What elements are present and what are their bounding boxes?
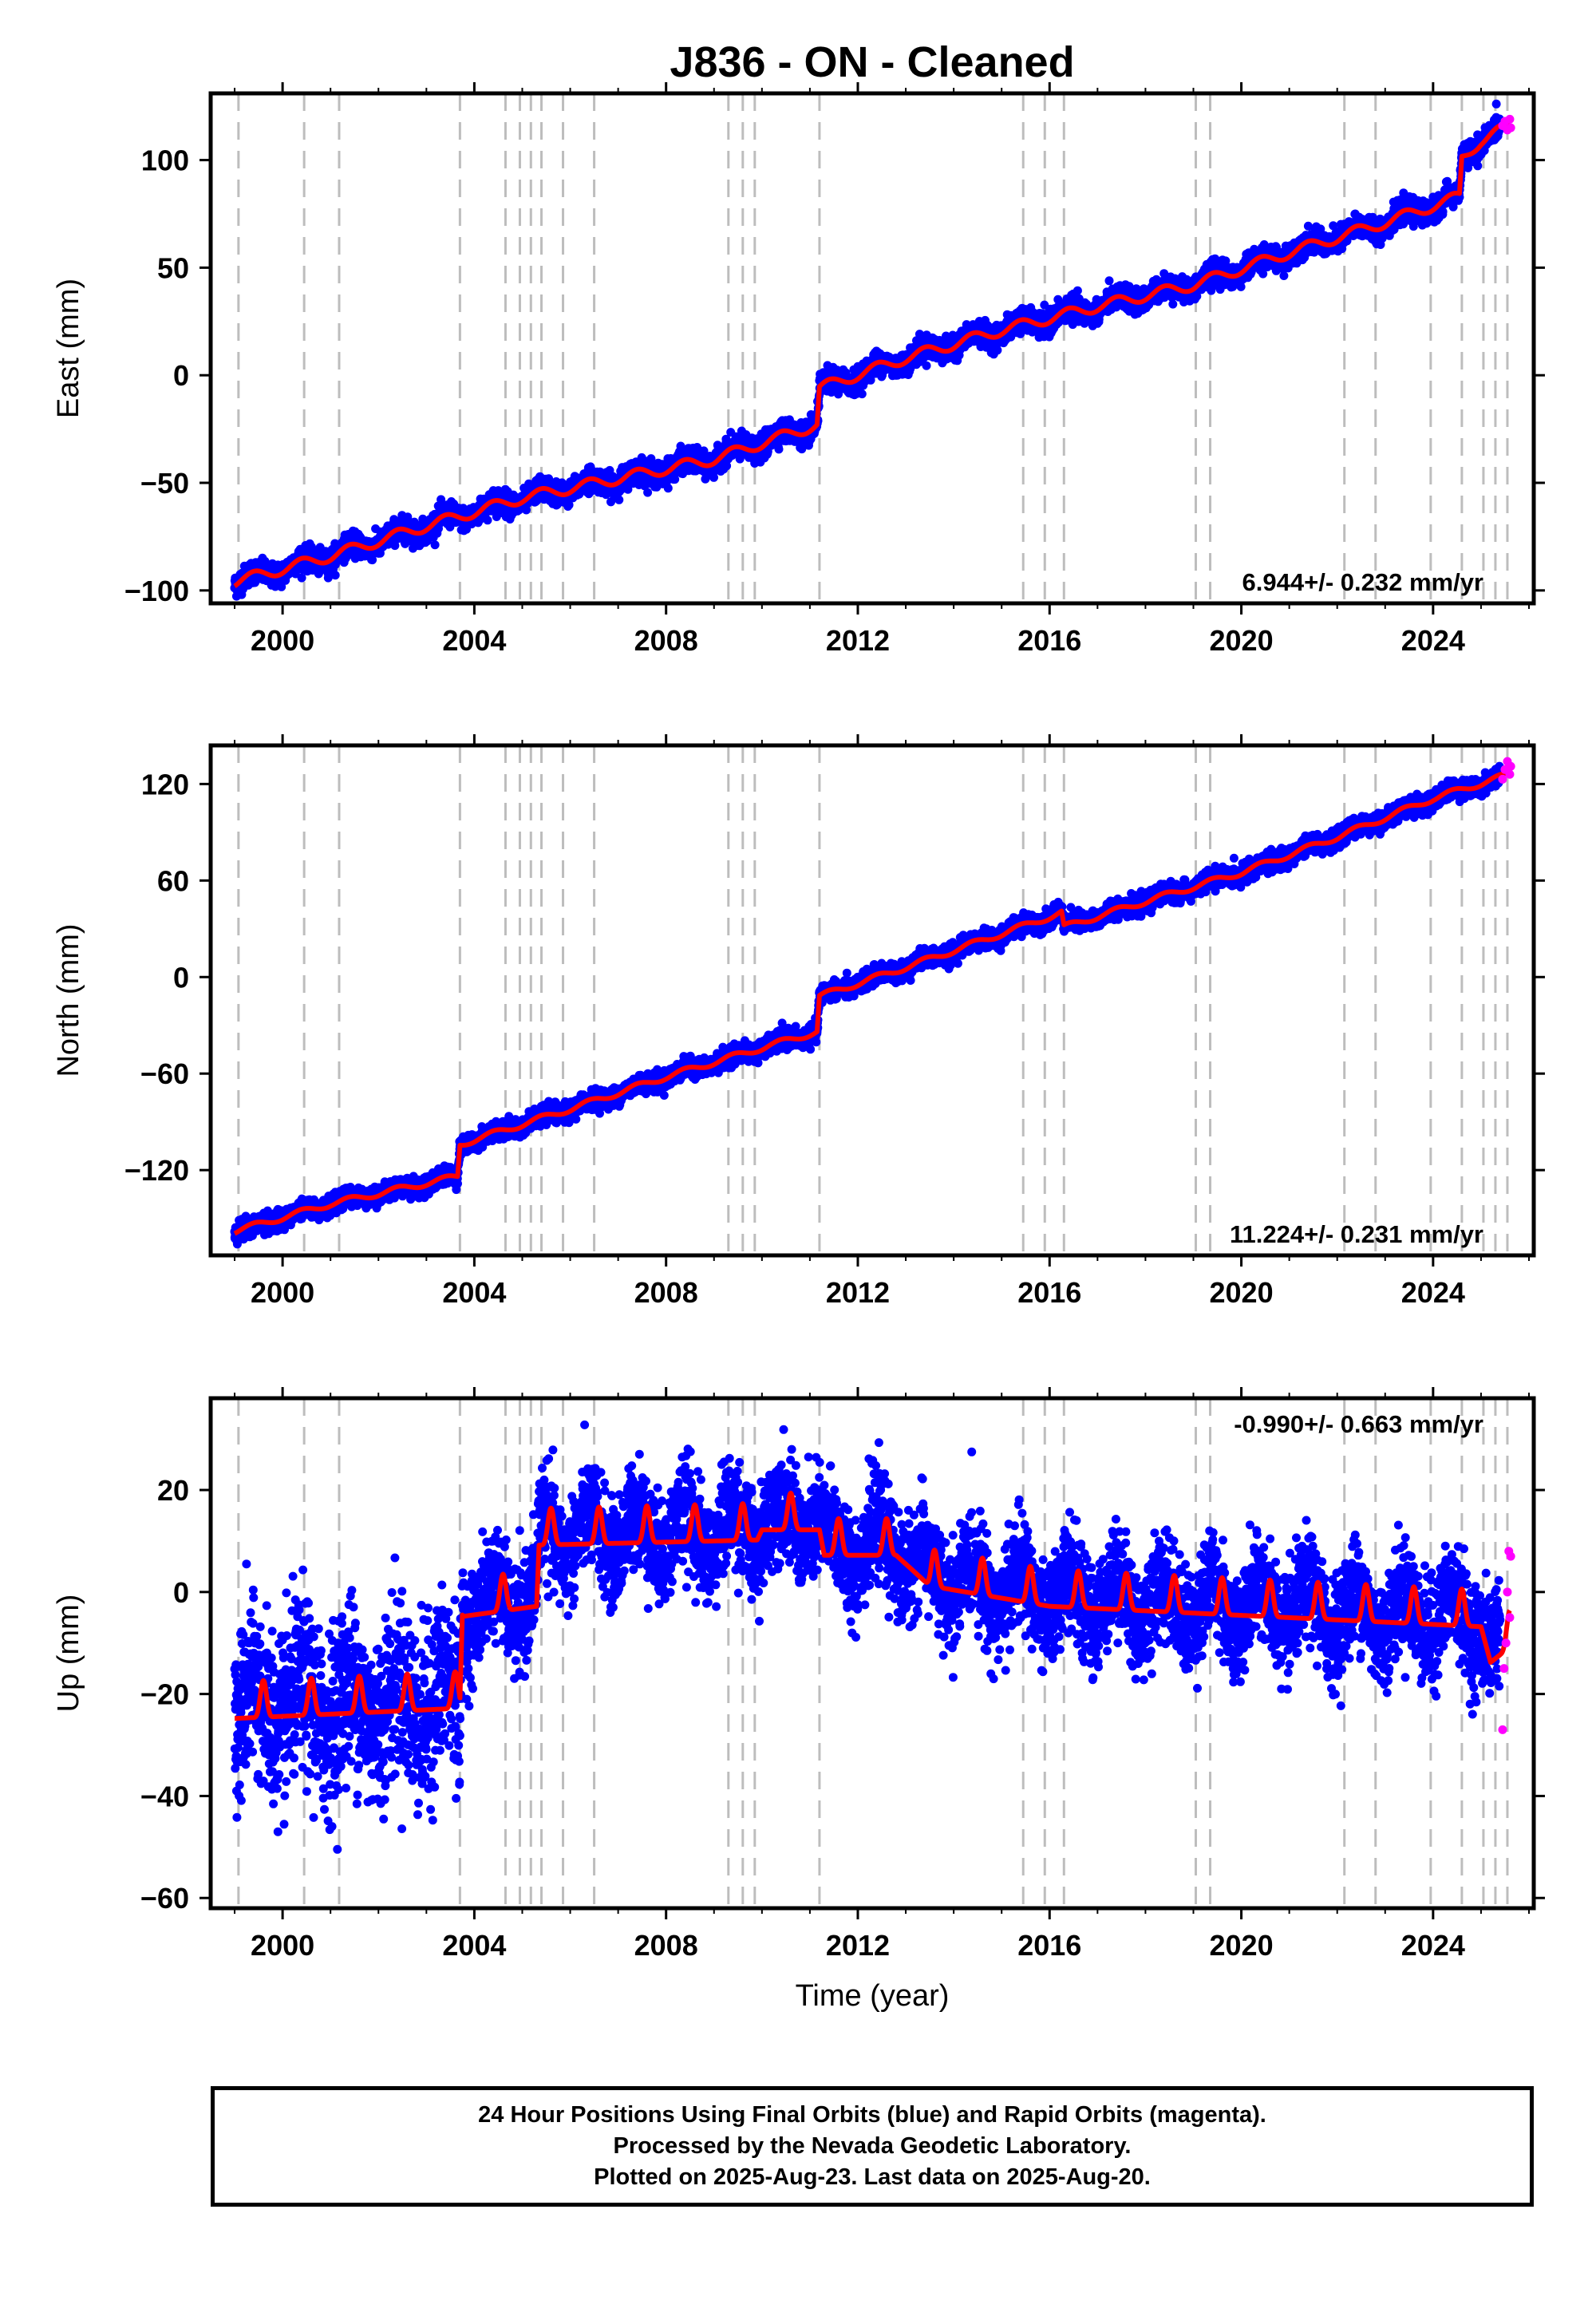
panel-up: 2000 2004 2008 2012 2016 2020 2024 −60 −40 −20 0 20…	[52, 1387, 1545, 2013]
east-frame	[208, 91, 1536, 606]
up-y-tick-label: −20	[140, 1678, 189, 1711]
north-rapid-orbit-point	[1506, 761, 1515, 771]
up-x-tick-label: 2016	[1017, 1929, 1081, 1962]
east-rate-label: 6.944+/- 0.232 mm/yr	[1242, 568, 1483, 596]
up-final-orbit-points	[230, 1420, 1505, 1854]
up-x-tick-label: 2012	[826, 1929, 890, 1962]
north-model-line	[232, 771, 1512, 1236]
up-rapid-orbit-point	[1503, 1587, 1512, 1597]
east-plot-area	[230, 93, 1515, 603]
footer-line-1: 24 Hour Positions Using Final Orbits (bl…	[478, 2102, 1266, 2128]
north-x-tick-label: 2008	[634, 1276, 698, 1309]
north-rate-label: 11.224+/- 0.231 mm/yr	[1230, 1220, 1483, 1248]
east-x-tick-label: 2020	[1210, 624, 1274, 657]
north-y-tick-label: 120	[141, 768, 189, 800]
up-plot-area	[230, 1398, 1515, 1908]
east-y-tick-label: 0	[173, 359, 189, 392]
up-y-tick-label: −40	[140, 1780, 189, 1812]
up-x-tick-label: 2024	[1401, 1929, 1465, 1962]
north-rapid-orbit-point	[1505, 769, 1515, 779]
footer-line-2: Processed by the Nevada Geodetic Laborat…	[613, 2133, 1132, 2159]
up-rapid-orbit-point	[1506, 1551, 1515, 1561]
east-x-tick-label: 2016	[1017, 624, 1081, 657]
up-model-line	[232, 1490, 1512, 1721]
north-frame	[208, 743, 1536, 1258]
up-rate-label: -0.990+/- 0.663 mm/yr	[1234, 1410, 1483, 1438]
panel-north: 2000 2004 2008 2012 2016 2020 2024 −120 −60 0 60 12…	[52, 734, 1545, 1309]
east-final-orbit-dots	[230, 99, 1505, 601]
north-x-tick-label: 2012	[826, 1276, 890, 1309]
east-rapid-orbit-point	[1505, 114, 1515, 124]
up-rapid-orbit-point	[1501, 1638, 1511, 1648]
north-y-axis-label: North (mm)	[52, 923, 85, 1077]
up-x-tick-label: 2004	[442, 1929, 506, 1962]
north-plot-area	[230, 745, 1515, 1255]
north-x-tick-label: 2016	[1017, 1276, 1081, 1309]
east-final-orbit-points	[230, 99, 1505, 601]
footer-notes: 24 Hour Positions Using Final Orbits (bl…	[211, 2086, 1534, 2207]
east-y-tick-label: 100	[141, 144, 189, 177]
east-y-tick-label: −50	[140, 467, 189, 500]
up-rapid-orbit-point	[1499, 1664, 1509, 1674]
east-y-axis-label: East (mm)	[52, 279, 85, 418]
up-rapid-orbit-point	[1498, 1725, 1507, 1734]
north-x-tick-label: 2000	[251, 1276, 314, 1309]
east-x-tick-label: 2000	[251, 624, 314, 657]
east-y-tick-label: 50	[157, 251, 189, 284]
north-y-tick-label: −60	[140, 1057, 189, 1090]
north-final-orbit-dots	[230, 761, 1505, 1249]
east-x-tick-label: 2012	[826, 624, 890, 657]
panel-east: 2000 2004 2008 2012 2016 2020 2024 −100 −50 0 50 10…	[52, 82, 1545, 657]
east-y-tick-label: −100	[124, 575, 189, 607]
east-rapid-orbit-point	[1506, 123, 1515, 132]
east-x-tick-label: 2024	[1401, 624, 1465, 657]
up-x-tick-label: 2008	[634, 1929, 698, 1962]
up-rapid-orbit-point	[1505, 1613, 1515, 1622]
north-rapid-orbit-point	[1498, 774, 1507, 784]
north-x-tick-label: 2024	[1401, 1276, 1465, 1309]
up-frame	[208, 1396, 1536, 1911]
north-y-tick-label: 0	[173, 961, 189, 994]
north-x-tick-label: 2020	[1210, 1276, 1274, 1309]
north-y-tick-label: −120	[124, 1154, 189, 1187]
north-final-orbit-points	[230, 761, 1505, 1249]
up-x-axis-label: Time (year)	[796, 1979, 950, 2013]
north-y-tick-label: 60	[157, 864, 189, 897]
up-x-tick-label: 2000	[251, 1929, 314, 1962]
up-final-orbit-dots	[230, 1420, 1505, 1854]
east-model-line	[232, 121, 1512, 589]
east-x-tick-label: 2008	[634, 624, 698, 657]
up-y-tick-label: 20	[157, 1474, 189, 1507]
north-x-tick-label: 2004	[442, 1276, 506, 1309]
up-y-axis-label: Up (mm)	[52, 1595, 85, 1713]
east-x-tick-label: 2004	[442, 624, 506, 657]
footer-line-3: Plotted on 2025-Aug-23. Last data on 202…	[594, 2164, 1151, 2190]
up-y-tick-label: 0	[173, 1576, 189, 1609]
figure-title: J836 - ON - Cleaned	[670, 38, 1074, 86]
up-y-tick-label: −60	[140, 1882, 189, 1915]
up-x-tick-label: 2020	[1210, 1929, 1274, 1962]
